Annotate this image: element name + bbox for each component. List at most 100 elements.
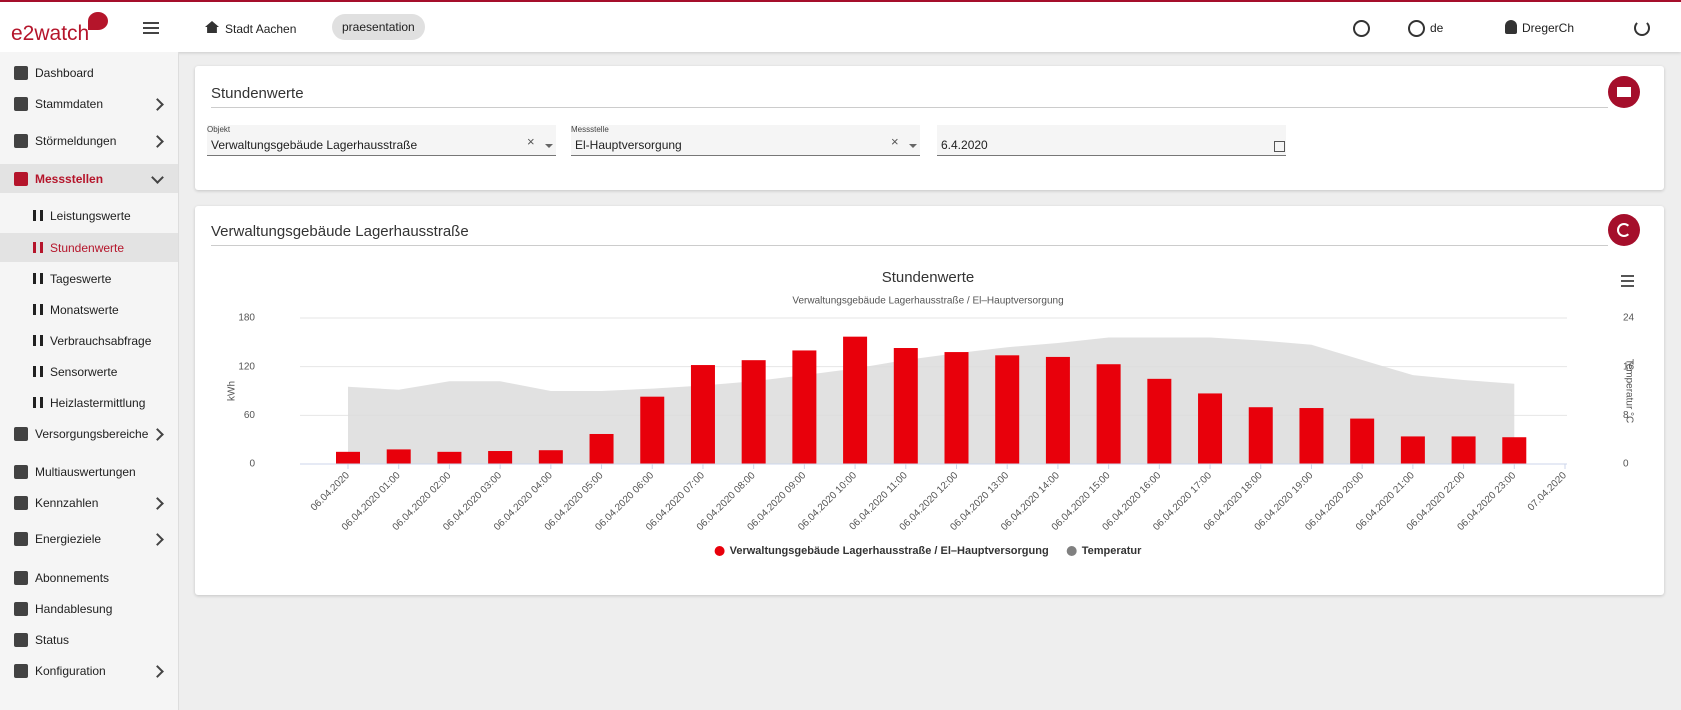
nav-icon <box>14 134 28 148</box>
mail-button[interactable] <box>1608 76 1640 108</box>
nav-item[interactable]: Konfiguration <box>35 664 106 678</box>
bar <box>1147 378 1172 464</box>
nav-item[interactable]: Störmeldungen <box>35 134 117 148</box>
nav-icon <box>14 97 28 111</box>
chevron <box>151 497 164 510</box>
bar <box>1451 436 1476 464</box>
chevron <box>151 135 164 148</box>
chart-title: Stundenwerte <box>882 269 975 286</box>
nav-item[interactable]: Dashboard <box>35 66 94 80</box>
chart-subtitle: Verwaltungsgebäude Lagerhausstraße / El–… <box>792 296 1063 307</box>
nav-icon <box>14 532 28 546</box>
nav-icon <box>14 602 28 616</box>
nav-item[interactable]: Multiauswertungen <box>35 465 136 479</box>
nav-item[interactable]: Energieziele <box>35 532 102 546</box>
bar <box>538 450 563 464</box>
menu-toggle[interactable] <box>143 22 159 34</box>
home-icon[interactable] <box>205 21 219 33</box>
chevron <box>151 533 164 546</box>
nav-item[interactable]: Leistungswerte <box>50 209 131 223</box>
nav-item[interactable]: Kennzahlen <box>35 496 99 510</box>
temperature-area <box>348 337 1515 464</box>
language-select[interactable]: de <box>1430 21 1444 35</box>
bar <box>640 396 665 464</box>
nav-icon <box>33 242 43 253</box>
divider <box>211 107 1608 108</box>
legend-label: Temperatur <box>1082 545 1142 557</box>
y2-tick-label: 16 <box>1623 361 1635 372</box>
y2-axis-label: Temperatur °C <box>1623 359 1634 424</box>
nav-item[interactable]: Heizlastermittlung <box>50 396 146 410</box>
bar <box>1198 393 1223 464</box>
bar <box>1096 364 1121 464</box>
nav-icon <box>33 335 43 346</box>
input-field[interactable] <box>207 125 556 156</box>
bar <box>336 451 360 464</box>
bar <box>488 451 513 464</box>
user-icon[interactable] <box>1505 20 1517 34</box>
nav-item[interactable]: Handablesung <box>35 602 113 616</box>
bar <box>1502 437 1527 464</box>
chip[interactable]: praesentation <box>332 14 425 40</box>
help-icon[interactable] <box>1353 20 1370 37</box>
bar <box>792 350 817 464</box>
card-title: Stundenwerte <box>211 85 304 102</box>
field-label: Objekt <box>207 125 231 134</box>
bar <box>1248 407 1273 464</box>
logout-button[interactable] <box>1634 20 1650 36</box>
nav-icon <box>33 366 43 377</box>
language-icon[interactable] <box>1408 20 1425 37</box>
clear-button[interactable]: × <box>891 134 899 149</box>
active-highlight <box>0 164 178 193</box>
y-tick-label: 0 <box>249 459 255 470</box>
nav-item[interactable]: Stammdaten <box>35 97 104 111</box>
user-menu[interactable]: DregerCh <box>1522 21 1575 35</box>
nav-item[interactable]: Stundenwerte <box>50 241 125 255</box>
x-tick-label: 07.04.2020 <box>1526 470 1569 513</box>
y-tick-label: 180 <box>238 313 255 324</box>
filter-card: Stundenwerte Objekt Verwaltungsgebäude La… <box>195 66 1664 190</box>
field-label: Messstelle <box>571 125 609 134</box>
divider <box>211 245 1608 246</box>
active-highlight <box>0 233 178 262</box>
nav-item[interactable]: Messstellen <box>35 172 104 186</box>
clear-button[interactable]: × <box>527 134 535 149</box>
bar <box>437 451 462 464</box>
field-value: 6.4.2020 <box>941 138 988 152</box>
bar <box>1400 436 1425 464</box>
bar <box>386 449 411 464</box>
input-field[interactable] <box>571 125 920 156</box>
nav-item[interactable]: Abonnements <box>35 571 110 585</box>
bar <box>1045 356 1070 464</box>
nav-item[interactable]: Versorgungsbereiche <box>35 427 149 441</box>
nav-icon <box>14 465 28 479</box>
bar <box>690 365 715 464</box>
input-field[interactable] <box>937 125 1286 156</box>
nav-icon <box>33 210 43 221</box>
legend-symbol <box>1066 546 1077 556</box>
chevron <box>151 98 164 111</box>
top-bar: e2watch Stadt Aachen praesentation de Dr… <box>0 0 1681 52</box>
nav-item[interactable]: Verbrauchsabfrage <box>50 334 152 348</box>
dropdown-arrow[interactable] <box>909 144 917 152</box>
legend-item[interactable]: Verwaltungsgebäude Lagerhausstraße / El–… <box>714 545 1049 557</box>
refresh-button[interactable] <box>1608 214 1640 246</box>
nav-item[interactable]: Status <box>35 633 70 647</box>
nav-item[interactable]: Monatswerte <box>50 303 119 317</box>
bar <box>1299 408 1324 464</box>
nav-item[interactable]: Tageswerte <box>50 272 112 286</box>
nav-item[interactable]: Sensorwerte <box>50 365 118 379</box>
dropdown-arrow[interactable] <box>545 144 553 152</box>
chart-menu[interactable] <box>1621 275 1634 287</box>
field-value: Verwaltungsgebäude Lagerhausstraße <box>211 138 418 152</box>
legend-symbol <box>714 546 725 556</box>
legend-item[interactable]: Temperatur <box>1066 545 1142 557</box>
nav-icon <box>33 397 43 408</box>
y-axis-label: kWh <box>227 381 238 401</box>
legend-label: Verwaltungsgebäude Lagerhausstraße / El–… <box>730 545 1049 557</box>
bar <box>741 360 766 464</box>
nav-icon <box>14 571 28 585</box>
location-select[interactable]: Stadt Aachen <box>225 22 297 36</box>
x-tick-label: 06.04.2020 <box>309 470 352 513</box>
calendar-icon[interactable] <box>1274 141 1285 152</box>
